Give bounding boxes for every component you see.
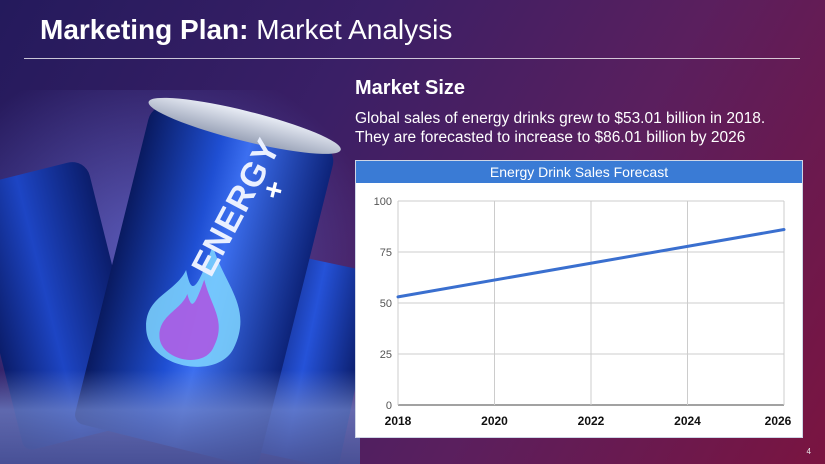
y-tick-label: 25 bbox=[380, 349, 392, 361]
series-line bbox=[396, 228, 786, 299]
y-tick-label: 100 bbox=[374, 196, 392, 208]
x-tick-label: 2018 bbox=[385, 414, 412, 428]
x-tick-label: 2026 bbox=[765, 414, 792, 428]
title-divider bbox=[24, 58, 800, 59]
x-tick-label: 2024 bbox=[674, 414, 701, 428]
slide-title-bold: Marketing Plan: bbox=[40, 14, 249, 45]
y-tick-label: 75 bbox=[380, 247, 392, 259]
market-size-heading: Market Size bbox=[355, 77, 466, 99]
y-tick-label: 0 bbox=[386, 400, 392, 412]
sales-forecast-chart: Energy Drink Sales Forecast 0 25 50 75 100 20… bbox=[355, 160, 803, 438]
page-number: 4 bbox=[806, 447, 811, 456]
x-tick-label: 2020 bbox=[481, 414, 508, 428]
energy-can-illustration: + ENERGY bbox=[0, 70, 360, 464]
market-description-line1: Global sales of energy drinks grew to $5… bbox=[355, 110, 766, 127]
flame-icon bbox=[146, 245, 241, 367]
x-tick-label: 2022 bbox=[578, 414, 605, 428]
can-main: + ENERGY bbox=[72, 87, 345, 464]
slide-title-light: Market Analysis bbox=[248, 14, 453, 45]
y-tick-label: 50 bbox=[380, 298, 392, 310]
market-description: Global sales of energy drinks grew to $5… bbox=[355, 109, 810, 147]
slide-title: Marketing Plan: Market Analysis bbox=[40, 14, 452, 46]
ice-cubes bbox=[0, 370, 360, 464]
chart-title: Energy Drink Sales Forecast bbox=[356, 161, 802, 183]
market-description-line2: They are forecasted to increase to $86.0… bbox=[355, 129, 746, 146]
chart-plot: 0 25 50 75 100 2018 2020 2022 2024 2026 bbox=[374, 196, 792, 428]
